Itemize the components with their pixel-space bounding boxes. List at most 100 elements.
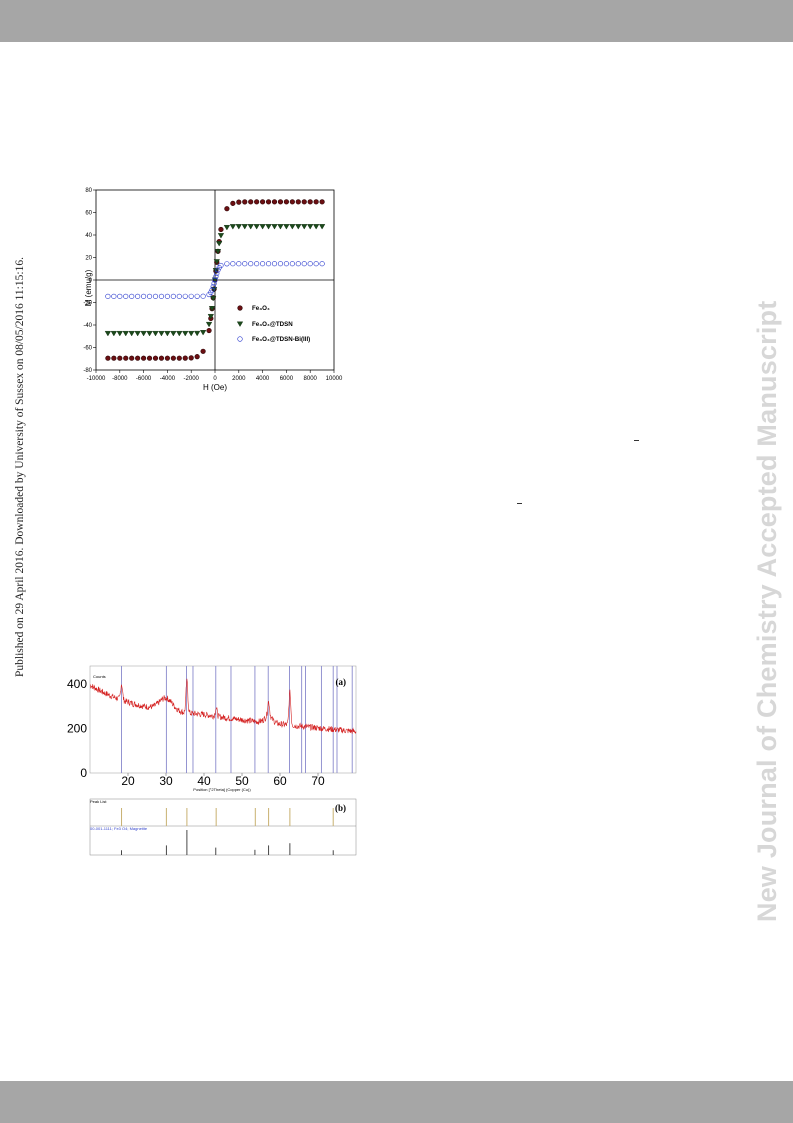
data-point	[104, 330, 112, 337]
x-tick-label: -2000	[184, 376, 200, 382]
data-point	[211, 280, 217, 287]
xrd-x-axis-label: Position [°2Theta] (Copper (Cu))	[193, 787, 251, 792]
x-tick-label: -6000	[136, 376, 152, 382]
data-point	[194, 354, 200, 360]
data-point	[307, 199, 313, 205]
xrd-curve	[89, 678, 357, 734]
y-tick-label: -80	[83, 368, 92, 374]
data-point	[208, 306, 216, 312]
data-point	[254, 261, 260, 267]
data-point	[283, 224, 290, 230]
data-point	[194, 293, 200, 299]
data-point	[129, 293, 135, 299]
xrd-y-tick-label: 200	[67, 721, 87, 735]
data-point	[206, 327, 212, 334]
data-point	[229, 224, 236, 230]
data-point	[210, 283, 216, 290]
data-point	[152, 355, 159, 361]
data-point	[224, 206, 230, 212]
data-point	[210, 295, 217, 302]
data-point	[223, 225, 231, 231]
data-point	[313, 199, 319, 205]
data-point	[140, 293, 147, 299]
x-tick-label: -8000	[112, 376, 128, 382]
data-point	[295, 199, 301, 205]
y-tick-label: -40	[83, 323, 92, 329]
data-point	[214, 270, 220, 277]
publication-note: Published on 29 April 2016. Downloaded b…	[14, 257, 26, 677]
data-point	[216, 241, 223, 247]
magnetization-chart: -10000 -8000 -6000 -4000 -2000 0 2000 4000 6000 8…	[83, 188, 343, 392]
data-point	[117, 293, 123, 299]
data-point	[277, 261, 284, 267]
data-point	[230, 200, 236, 206]
xrd-x-tick-label: 50	[235, 774, 249, 788]
data-point	[265, 261, 272, 267]
data-point	[122, 330, 129, 337]
xrd-x-tick-label: 30	[159, 774, 173, 788]
data-point	[152, 330, 159, 337]
data-point	[242, 261, 248, 267]
data-point	[170, 355, 176, 361]
x-tick-label: -10000	[87, 376, 106, 382]
data-point	[158, 330, 165, 337]
x-axis-label: H (Oe)	[203, 383, 227, 392]
data-point	[265, 199, 272, 205]
legend-marker	[237, 305, 243, 311]
data-point	[277, 199, 284, 205]
data-point	[134, 330, 141, 337]
data-point	[158, 355, 165, 361]
y-tick-label: 60	[85, 211, 92, 217]
y-tick-label: -60	[83, 346, 92, 352]
data-point	[215, 267, 221, 273]
xrd-panel-a-label: (a)	[336, 677, 347, 687]
data-point	[111, 293, 117, 299]
peak-panel-frame	[89, 798, 357, 856]
data-point	[212, 277, 218, 283]
data-point	[289, 224, 296, 230]
peak-list-label: Peak List	[90, 799, 107, 804]
data-point	[164, 330, 171, 337]
data-point	[230, 261, 236, 267]
data-point	[129, 355, 135, 361]
legend-label: Fe₃O₄@TDSN-Bi(III)	[252, 336, 310, 343]
y-tick-label: 20	[85, 256, 92, 262]
y-tick-label: 40	[85, 233, 92, 239]
data-point	[140, 330, 147, 337]
data-point	[116, 330, 123, 337]
data-point	[205, 321, 213, 328]
x-tick-label: 10000	[326, 376, 343, 382]
y-tick-label: -20	[83, 301, 92, 307]
data-point	[248, 199, 254, 205]
text-fragment-dash	[517, 503, 522, 504]
header-bar	[0, 0, 793, 42]
data-point	[117, 355, 123, 361]
xrd-counts-label: Counts	[93, 674, 106, 679]
data-point	[248, 261, 254, 267]
data-point	[259, 224, 266, 230]
data-point	[271, 224, 278, 230]
data-point	[241, 224, 248, 230]
legend-label: Fe₃O₄@TDSN	[252, 321, 293, 328]
data-point	[236, 261, 242, 267]
data-point	[208, 289, 214, 296]
data-point	[146, 355, 153, 361]
data-point	[200, 293, 206, 299]
data-point	[176, 293, 182, 299]
data-point	[152, 293, 159, 299]
data-point	[164, 293, 170, 299]
data-point	[170, 330, 177, 337]
data-point	[254, 199, 260, 205]
data-point	[313, 261, 319, 267]
data-point	[295, 224, 302, 230]
data-point	[105, 293, 111, 299]
y-tick-label: 80	[85, 188, 92, 194]
footer-bar	[0, 1081, 793, 1123]
data-point	[301, 261, 307, 267]
data-point	[105, 355, 111, 361]
data-point	[188, 355, 194, 361]
x-tick-label: 0	[213, 376, 217, 382]
data-point	[164, 355, 170, 361]
data-point	[319, 199, 325, 205]
data-point	[199, 330, 207, 336]
